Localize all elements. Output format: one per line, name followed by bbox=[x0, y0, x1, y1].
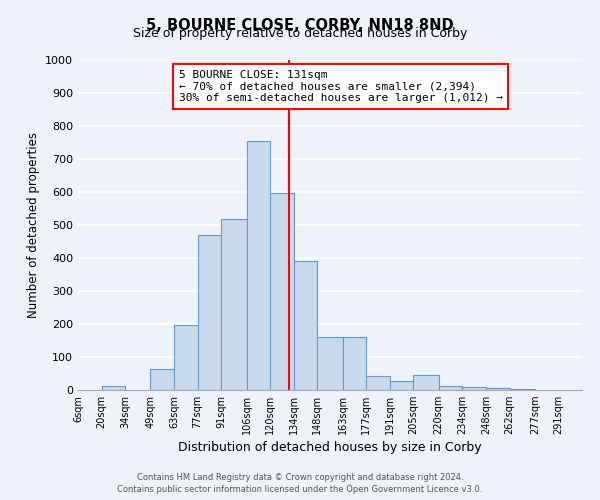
Text: Contains HM Land Registry data © Crown copyright and database right 2024.
Contai: Contains HM Land Registry data © Crown c… bbox=[118, 472, 482, 494]
Bar bbox=[294, 262, 317, 390]
Text: 5, BOURNE CLOSE, CORBY, NN18 8ND: 5, BOURNE CLOSE, CORBY, NN18 8ND bbox=[146, 18, 454, 32]
Bar bbox=[413, 375, 439, 390]
Bar bbox=[174, 325, 197, 390]
Bar bbox=[151, 368, 174, 390]
Text: 5 BOURNE CLOSE: 131sqm
← 70% of detached houses are smaller (2,394)
30% of semi-: 5 BOURNE CLOSE: 131sqm ← 70% of detached… bbox=[179, 70, 503, 103]
Bar bbox=[486, 388, 509, 390]
Bar bbox=[197, 235, 221, 390]
Bar bbox=[317, 337, 343, 390]
Bar bbox=[270, 193, 294, 390]
Text: Size of property relative to detached houses in Corby: Size of property relative to detached ho… bbox=[133, 28, 467, 40]
Bar bbox=[343, 337, 366, 390]
Bar bbox=[101, 386, 125, 390]
X-axis label: Distribution of detached houses by size in Corby: Distribution of detached houses by size … bbox=[178, 442, 482, 454]
Bar bbox=[390, 381, 413, 390]
Y-axis label: Number of detached properties: Number of detached properties bbox=[26, 132, 40, 318]
Bar bbox=[509, 389, 535, 390]
Bar bbox=[463, 386, 486, 390]
Bar bbox=[221, 220, 247, 390]
Bar bbox=[439, 386, 463, 390]
Bar bbox=[366, 376, 390, 390]
Bar bbox=[247, 141, 270, 390]
